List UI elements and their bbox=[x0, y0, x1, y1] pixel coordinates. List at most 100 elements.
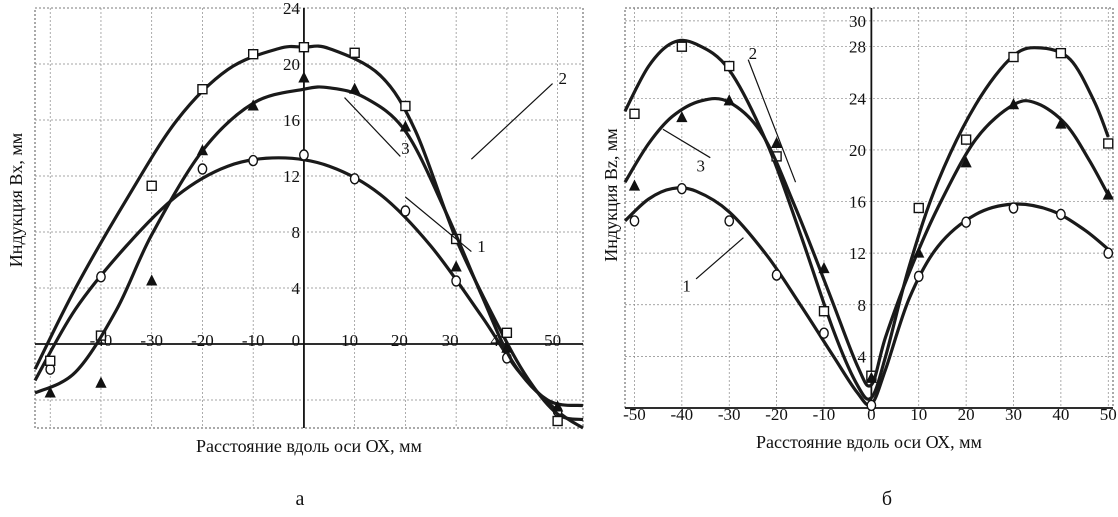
x-tick-label: 50 bbox=[1100, 405, 1117, 424]
panel-caption: б bbox=[882, 488, 892, 510]
data-point-series-3-6 bbox=[349, 82, 361, 94]
data-point-series-1-7 bbox=[961, 216, 972, 228]
curve-number-label: 1 bbox=[682, 276, 691, 295]
data-point-series-3-9 bbox=[1055, 117, 1067, 129]
data-point-series-3-0 bbox=[628, 179, 641, 191]
data-point-series-2-6 bbox=[349, 47, 360, 58]
chart-a: -40-30-20-10010203040504812162024Расстоя… bbox=[6, 0, 584, 510]
data-point-series-1-5 bbox=[349, 173, 360, 185]
y-tick-label: 8 bbox=[858, 296, 867, 315]
x-tick-label: -30 bbox=[140, 331, 163, 350]
data-point-series-3-8 bbox=[450, 260, 462, 272]
data-point-series-1-4 bbox=[299, 149, 309, 161]
y-tick-label: 30 bbox=[849, 12, 866, 31]
leader-line-3 bbox=[344, 97, 401, 157]
x-tick-label: 50 bbox=[544, 331, 561, 350]
data-point-series-1-9 bbox=[1055, 208, 1066, 221]
data-point-series-3-1 bbox=[95, 376, 107, 388]
y-tick-label: 16 bbox=[283, 111, 300, 130]
y-tick-label: 12 bbox=[283, 167, 300, 186]
curve-number-label: 2 bbox=[558, 69, 567, 88]
data-point-series-3-2 bbox=[723, 94, 735, 106]
leader-line-2 bbox=[470, 83, 553, 160]
data-point-series-1-6 bbox=[913, 270, 924, 283]
series-line-2 bbox=[623, 38, 1110, 401]
x-tick-label: -20 bbox=[191, 331, 214, 350]
data-point-series-3-4 bbox=[818, 262, 830, 274]
data-point-series-2-4 bbox=[247, 49, 259, 60]
data-point-series-2-0 bbox=[629, 108, 640, 120]
x-axis-label: Расстояние вдоль оси ОХ, мм bbox=[196, 436, 422, 456]
y-tick-label: 4 bbox=[858, 347, 867, 366]
leader-line-3 bbox=[662, 128, 711, 159]
data-point-series-1-5 bbox=[866, 399, 877, 412]
data-point-series-2-4 bbox=[818, 306, 830, 317]
data-point-series-2-2 bbox=[724, 60, 735, 72]
y-axis-label: Индукция Bz, мм bbox=[601, 128, 621, 261]
x-tick-label: -40 bbox=[671, 405, 694, 424]
x-tick-label: 20 bbox=[391, 331, 408, 350]
data-point-series-1-3 bbox=[248, 154, 259, 167]
x-tick-label: -10 bbox=[813, 405, 836, 424]
y-tick-label: 20 bbox=[283, 55, 300, 74]
data-point-series-2-9 bbox=[501, 327, 513, 338]
y-tick-label: 4 bbox=[292, 279, 301, 298]
x-axis-label: Расстояние вдоль оси ОХ, мм bbox=[756, 432, 982, 452]
data-point-series-2-8 bbox=[1008, 51, 1019, 63]
x-tick-label: 0 bbox=[867, 405, 876, 424]
y-axis-label: Индукция Bx, мм bbox=[6, 133, 26, 267]
data-point-series-2-7 bbox=[400, 100, 411, 112]
x-tick-label: 0 bbox=[292, 331, 301, 350]
data-point-series-3-5 bbox=[298, 71, 310, 83]
data-point-series-1-6 bbox=[400, 205, 411, 217]
data-point-series-1-1 bbox=[676, 182, 687, 195]
x-tick-label: 10 bbox=[910, 405, 927, 424]
leader-line-2 bbox=[747, 59, 797, 183]
data-point-series-3-3 bbox=[196, 144, 209, 156]
chart-b: -50 -40 -30 -20 -10 0 10 20 30 40 5048121620242830… bbox=[601, 7, 1117, 510]
data-point-series-3-4 bbox=[247, 99, 259, 111]
data-point-series-1-2 bbox=[197, 163, 208, 175]
y-tick-label: 24 bbox=[849, 89, 867, 108]
data-point-series-1-0 bbox=[629, 215, 640, 227]
data-point-series-3-2 bbox=[146, 274, 158, 286]
y-tick-label: 8 bbox=[292, 223, 301, 242]
data-point-series-3-10 bbox=[1102, 188, 1114, 200]
x-tick-label: -50 bbox=[623, 405, 646, 424]
leader-line-1 bbox=[405, 196, 472, 253]
data-point-series-3-5 bbox=[865, 371, 877, 383]
curve-number-label: 3 bbox=[697, 156, 706, 175]
data-point-series-3-0 bbox=[44, 386, 56, 398]
data-point-series-2-5 bbox=[298, 42, 310, 53]
data-point-series-1-1 bbox=[96, 271, 106, 283]
data-point-series-1-10 bbox=[1103, 247, 1114, 259]
data-point-series-3-6 bbox=[913, 246, 925, 258]
data-point-series-2-2 bbox=[146, 180, 157, 192]
data-point-series-3-10 bbox=[552, 400, 564, 412]
data-point-series-2-9 bbox=[1055, 47, 1067, 59]
leader-line-1 bbox=[695, 237, 744, 280]
y-tick-label: 16 bbox=[849, 193, 866, 212]
curve-number-label: 2 bbox=[749, 44, 758, 63]
data-point-series-3-9 bbox=[501, 341, 513, 353]
data-point-series-3-3 bbox=[770, 136, 783, 148]
data-point-series-3-1 bbox=[676, 111, 688, 123]
series-line-3 bbox=[34, 85, 584, 408]
curve-number-label: 1 bbox=[477, 237, 486, 256]
panel-caption: а bbox=[296, 488, 305, 510]
x-tick-label: -30 bbox=[718, 405, 741, 424]
data-point-series-2-3 bbox=[197, 83, 208, 95]
data-point-series-2-0 bbox=[45, 355, 56, 366]
x-tick-label: 20 bbox=[958, 405, 975, 424]
x-tick-label: 30 bbox=[1005, 405, 1022, 424]
y-tick-label: 20 bbox=[849, 141, 866, 160]
curve-number-label: 3 bbox=[401, 139, 410, 158]
data-point-series-3-8 bbox=[1007, 98, 1020, 110]
data-point-series-3-7 bbox=[399, 120, 412, 132]
data-point-series-1-8 bbox=[1008, 202, 1019, 214]
data-point-series-2-1 bbox=[676, 41, 688, 52]
x-tick-label: -10 bbox=[242, 331, 265, 350]
x-tick-label: 30 bbox=[442, 331, 459, 350]
data-point-series-2-7 bbox=[960, 134, 972, 145]
